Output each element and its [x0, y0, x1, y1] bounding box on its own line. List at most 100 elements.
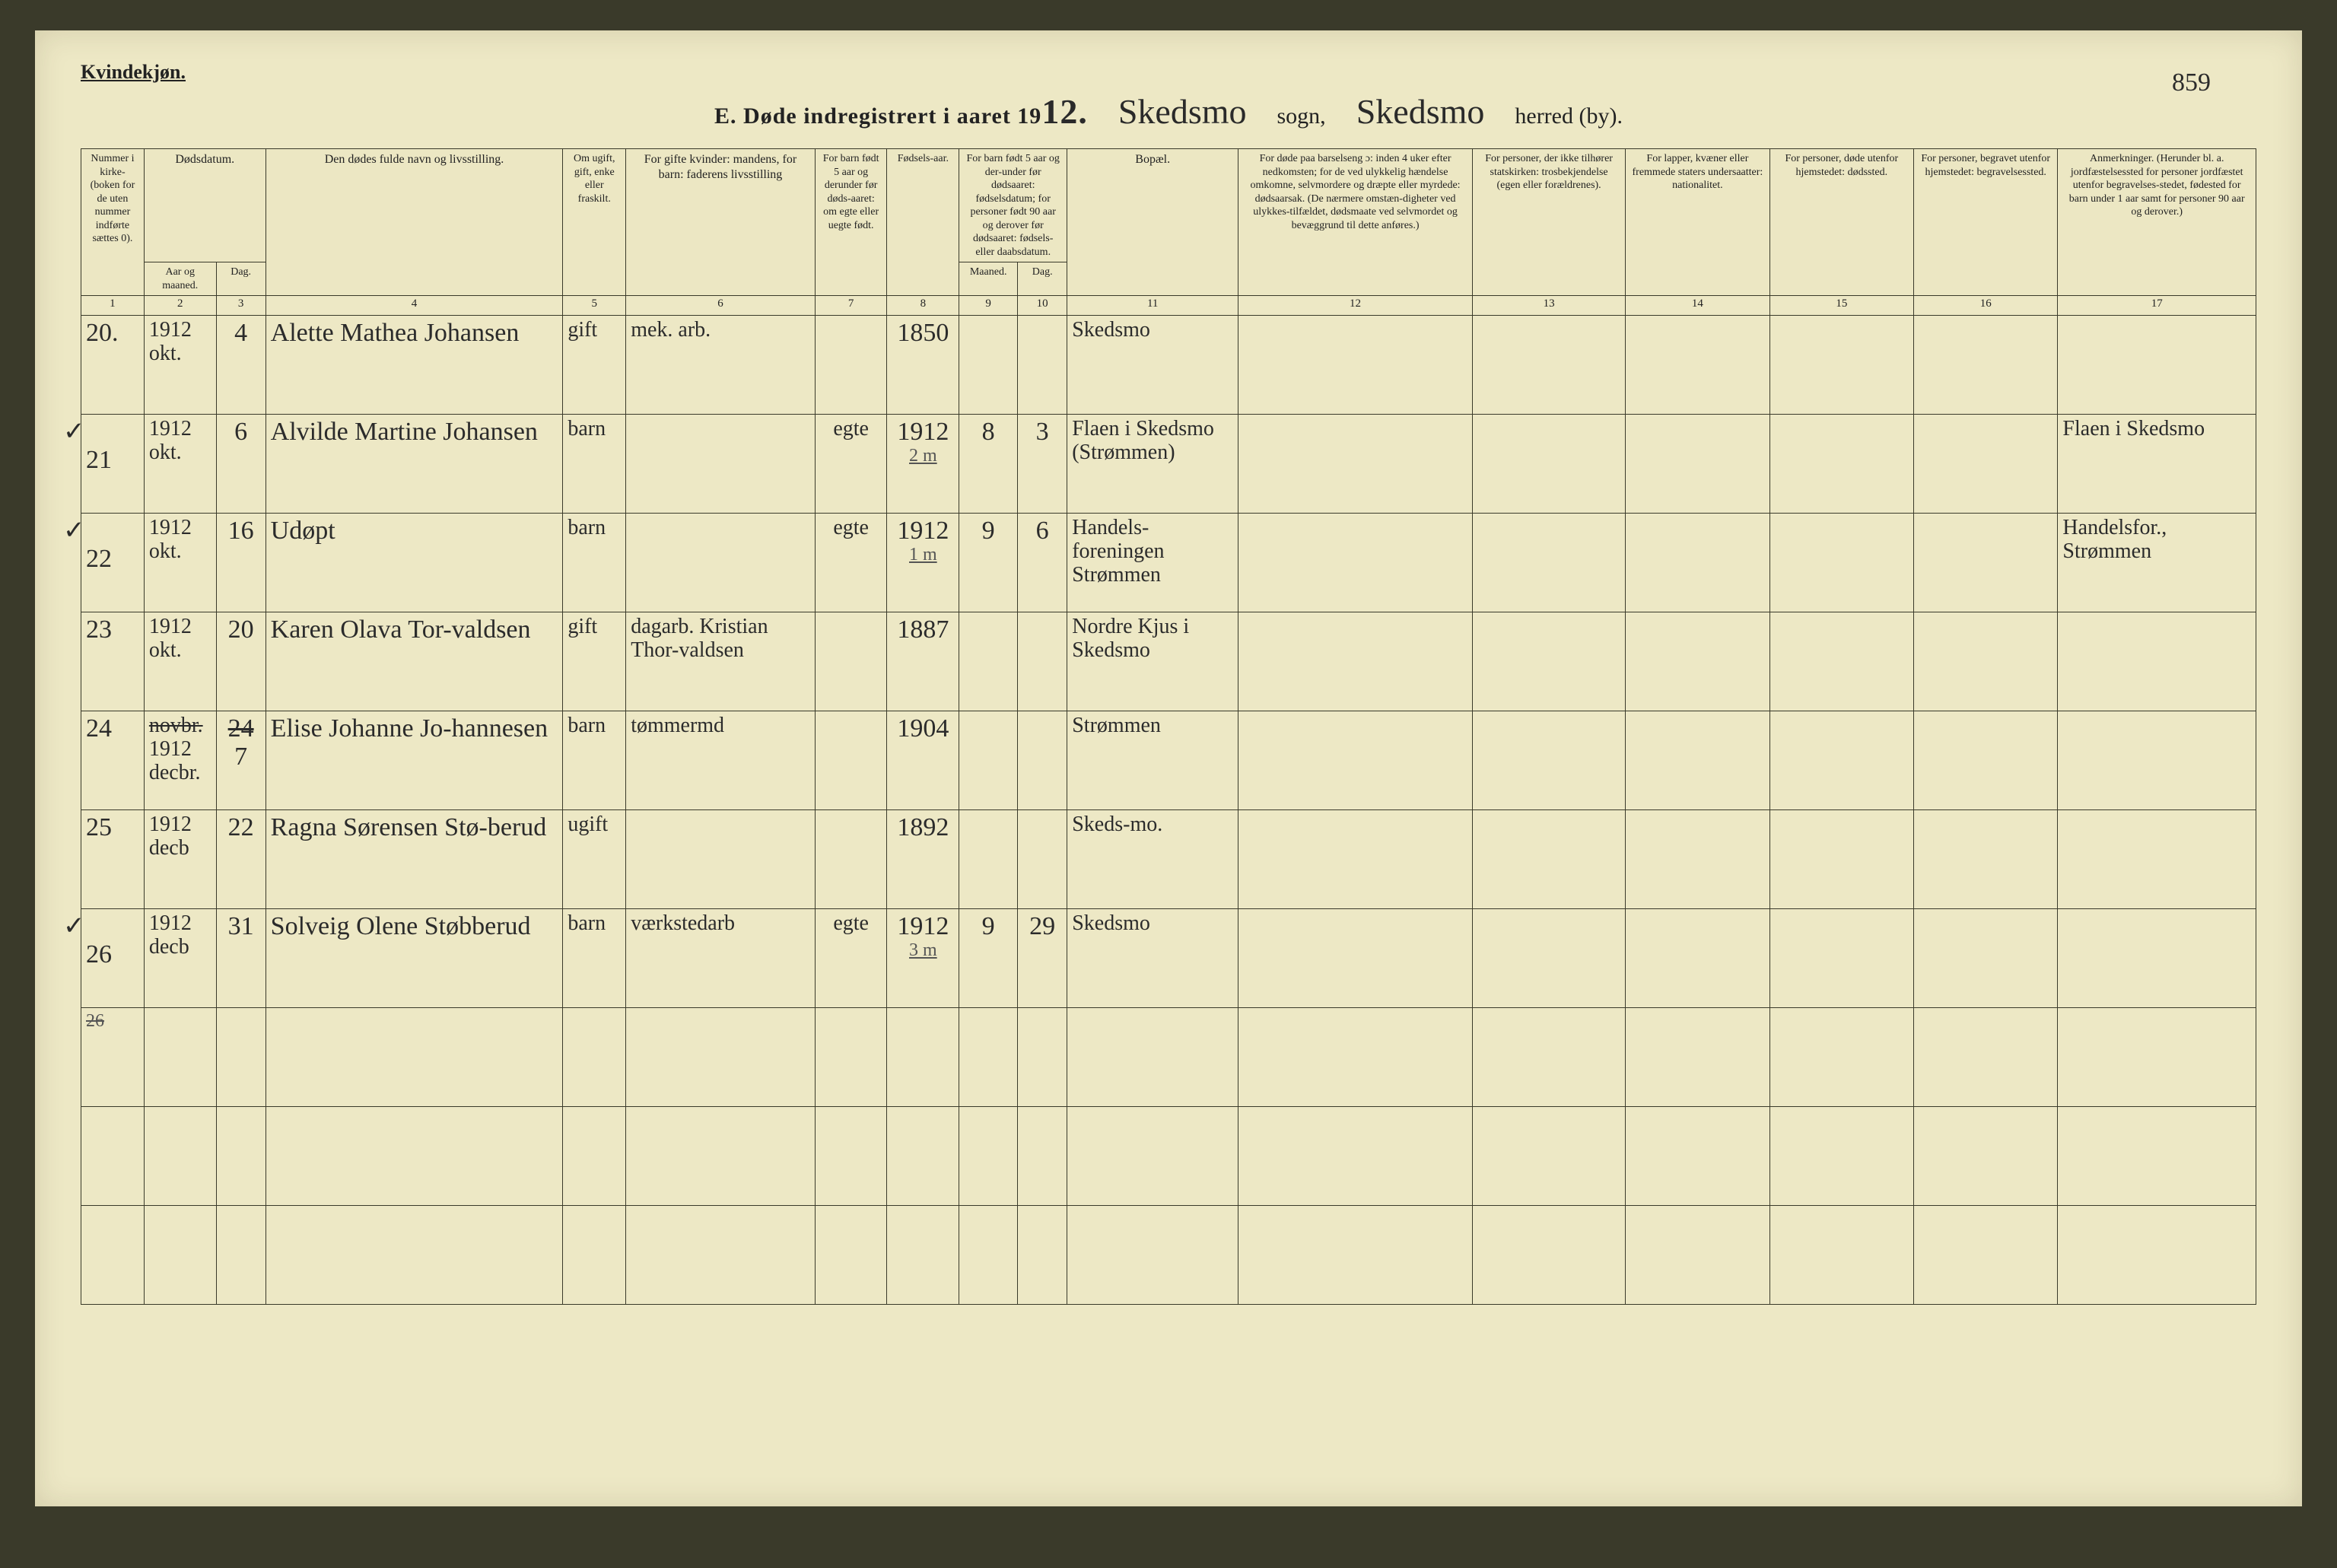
table-body: 20.1912 okt.4Alette Mathea Johansengiftm… [81, 316, 2256, 1305]
table-row: 26 [81, 1008, 2256, 1107]
cell-bopael: Strømmen [1067, 711, 1238, 810]
cell-16 [1914, 711, 2058, 810]
cell-birth-day: 6 [1018, 514, 1067, 612]
hdr-4: Den dødes fulde navn og livsstilling. [265, 149, 563, 296]
cell [1769, 1008, 1913, 1107]
cell [2058, 1107, 2256, 1206]
table-row [81, 1206, 2256, 1305]
table-row: 251912 decb22Ragna Sørensen Stø-berudugi… [81, 810, 2256, 909]
cell-14 [1626, 415, 1769, 514]
cell [626, 1107, 816, 1206]
cell-15 [1769, 909, 1913, 1008]
cell-12 [1238, 316, 1473, 415]
page-number: 859 [2172, 68, 2211, 97]
cell-name: Alvilde Martine Johansen [265, 415, 563, 514]
column-number: 6 [626, 296, 816, 316]
cell-13 [1472, 810, 1625, 909]
cell [626, 1008, 816, 1107]
cell-17: Handelsfor., Strømmen [2058, 514, 2256, 612]
hdr-1: Nummer i kirke-(boken for de uten nummer… [81, 149, 145, 296]
cell [815, 1008, 887, 1107]
cell-egte: egte [815, 909, 887, 1008]
cell-16 [1914, 415, 2058, 514]
cell-14 [1626, 514, 1769, 612]
cell [1472, 1206, 1625, 1305]
hdr-13: For personer, der ikke tilhører statskir… [1472, 149, 1625, 296]
cell-birthyear: 1904 [887, 711, 959, 810]
cell-12 [1238, 711, 1473, 810]
cell [1018, 1008, 1067, 1107]
cell-year-month: 1912 okt. [144, 415, 216, 514]
cell [2058, 1008, 2256, 1107]
cell-17 [2058, 909, 2256, 1008]
cell [265, 1107, 563, 1206]
table-row: 24novbr.1912 decbr.247Elise Johanne Jo-h… [81, 711, 2256, 810]
column-number: 8 [887, 296, 959, 316]
hdr-14: For lapper, kvæner eller fremmede stater… [1626, 149, 1769, 296]
cell-12 [1238, 514, 1473, 612]
cell-16 [1914, 909, 2058, 1008]
sogn-label: sogn, [1277, 103, 1326, 129]
cell-16 [1914, 316, 2058, 415]
hdr-9a: Maaned. [959, 262, 1018, 296]
cell-birth-month [959, 711, 1018, 810]
cell-birth-month: 9 [959, 909, 1018, 1008]
cell [959, 1206, 1018, 1305]
cell [1914, 1206, 2058, 1305]
cell [815, 1206, 887, 1305]
cell-number: ✓ 22 [81, 514, 145, 612]
cell [1238, 1008, 1473, 1107]
cell-birth-day [1018, 810, 1067, 909]
column-number: 5 [563, 296, 626, 316]
cell [887, 1206, 959, 1305]
cell-year-month: 1912 okt. [144, 612, 216, 711]
hdr-7: For barn født 5 aar og derunder før døds… [815, 149, 887, 296]
hdr-9b: Dag. [1018, 262, 1067, 296]
column-number: 4 [265, 296, 563, 316]
cell [626, 1206, 816, 1305]
cell-day: 6 [216, 415, 265, 514]
cell-day: 16 [216, 514, 265, 612]
ledger-page: Kvindekjøn. 859 E. Døde indregistrert i … [35, 30, 2302, 1506]
table-row: ✓ 211912 okt.6Alvilde Martine Johansenba… [81, 415, 2256, 514]
hdr-15: For personer, døde utenfor hjemstedet: d… [1769, 149, 1913, 296]
cell-birth-day: 29 [1018, 909, 1067, 1008]
table-row [81, 1107, 2256, 1206]
cell-15 [1769, 612, 1913, 711]
cell-number: 20. [81, 316, 145, 415]
cell-bopael: Skedsmo [1067, 909, 1238, 1008]
cell-day: 22 [216, 810, 265, 909]
title-row: E. Døde indregistrert i aaret 1912. Sked… [81, 91, 2256, 133]
cell-12 [1238, 810, 1473, 909]
cell-14 [1626, 810, 1769, 909]
cell-status: barn [563, 415, 626, 514]
cell-status: barn [563, 514, 626, 612]
column-number: 12 [1238, 296, 1473, 316]
cell-day: 20 [216, 612, 265, 711]
cell-16 [1914, 810, 2058, 909]
cell-birth-month [959, 316, 1018, 415]
hdr-9g: For barn født 5 aar og der-under før død… [959, 149, 1067, 262]
cell [265, 1008, 563, 1107]
cell-number: ✓ 26 [81, 909, 145, 1008]
cell [1238, 1107, 1473, 1206]
cell-birthyear: 19121 m [887, 514, 959, 612]
cell [1067, 1008, 1238, 1107]
cell-14 [1626, 909, 1769, 1008]
cell-name: Elise Johanne Jo-hannesen [265, 711, 563, 810]
cell [216, 1107, 265, 1206]
cell-13 [1472, 514, 1625, 612]
cell-birth-month [959, 810, 1018, 909]
cell-status: gift [563, 612, 626, 711]
cell-birthyear: 1892 [887, 810, 959, 909]
table-header: Nummer i kirke-(boken for de uten nummer… [81, 149, 2256, 316]
title-prefix: E. Døde indregistrert i aaret 1912. [714, 91, 1088, 132]
table-row: 20.1912 okt.4Alette Mathea Johansengiftm… [81, 316, 2256, 415]
cell-13 [1472, 909, 1625, 1008]
cell [563, 1206, 626, 1305]
cell-15 [1769, 514, 1913, 612]
cell [1067, 1107, 1238, 1206]
hdr-6: For gifte kvinder: mandens, for barn: fa… [626, 149, 816, 296]
cell-13 [1472, 415, 1625, 514]
cell-12 [1238, 415, 1473, 514]
